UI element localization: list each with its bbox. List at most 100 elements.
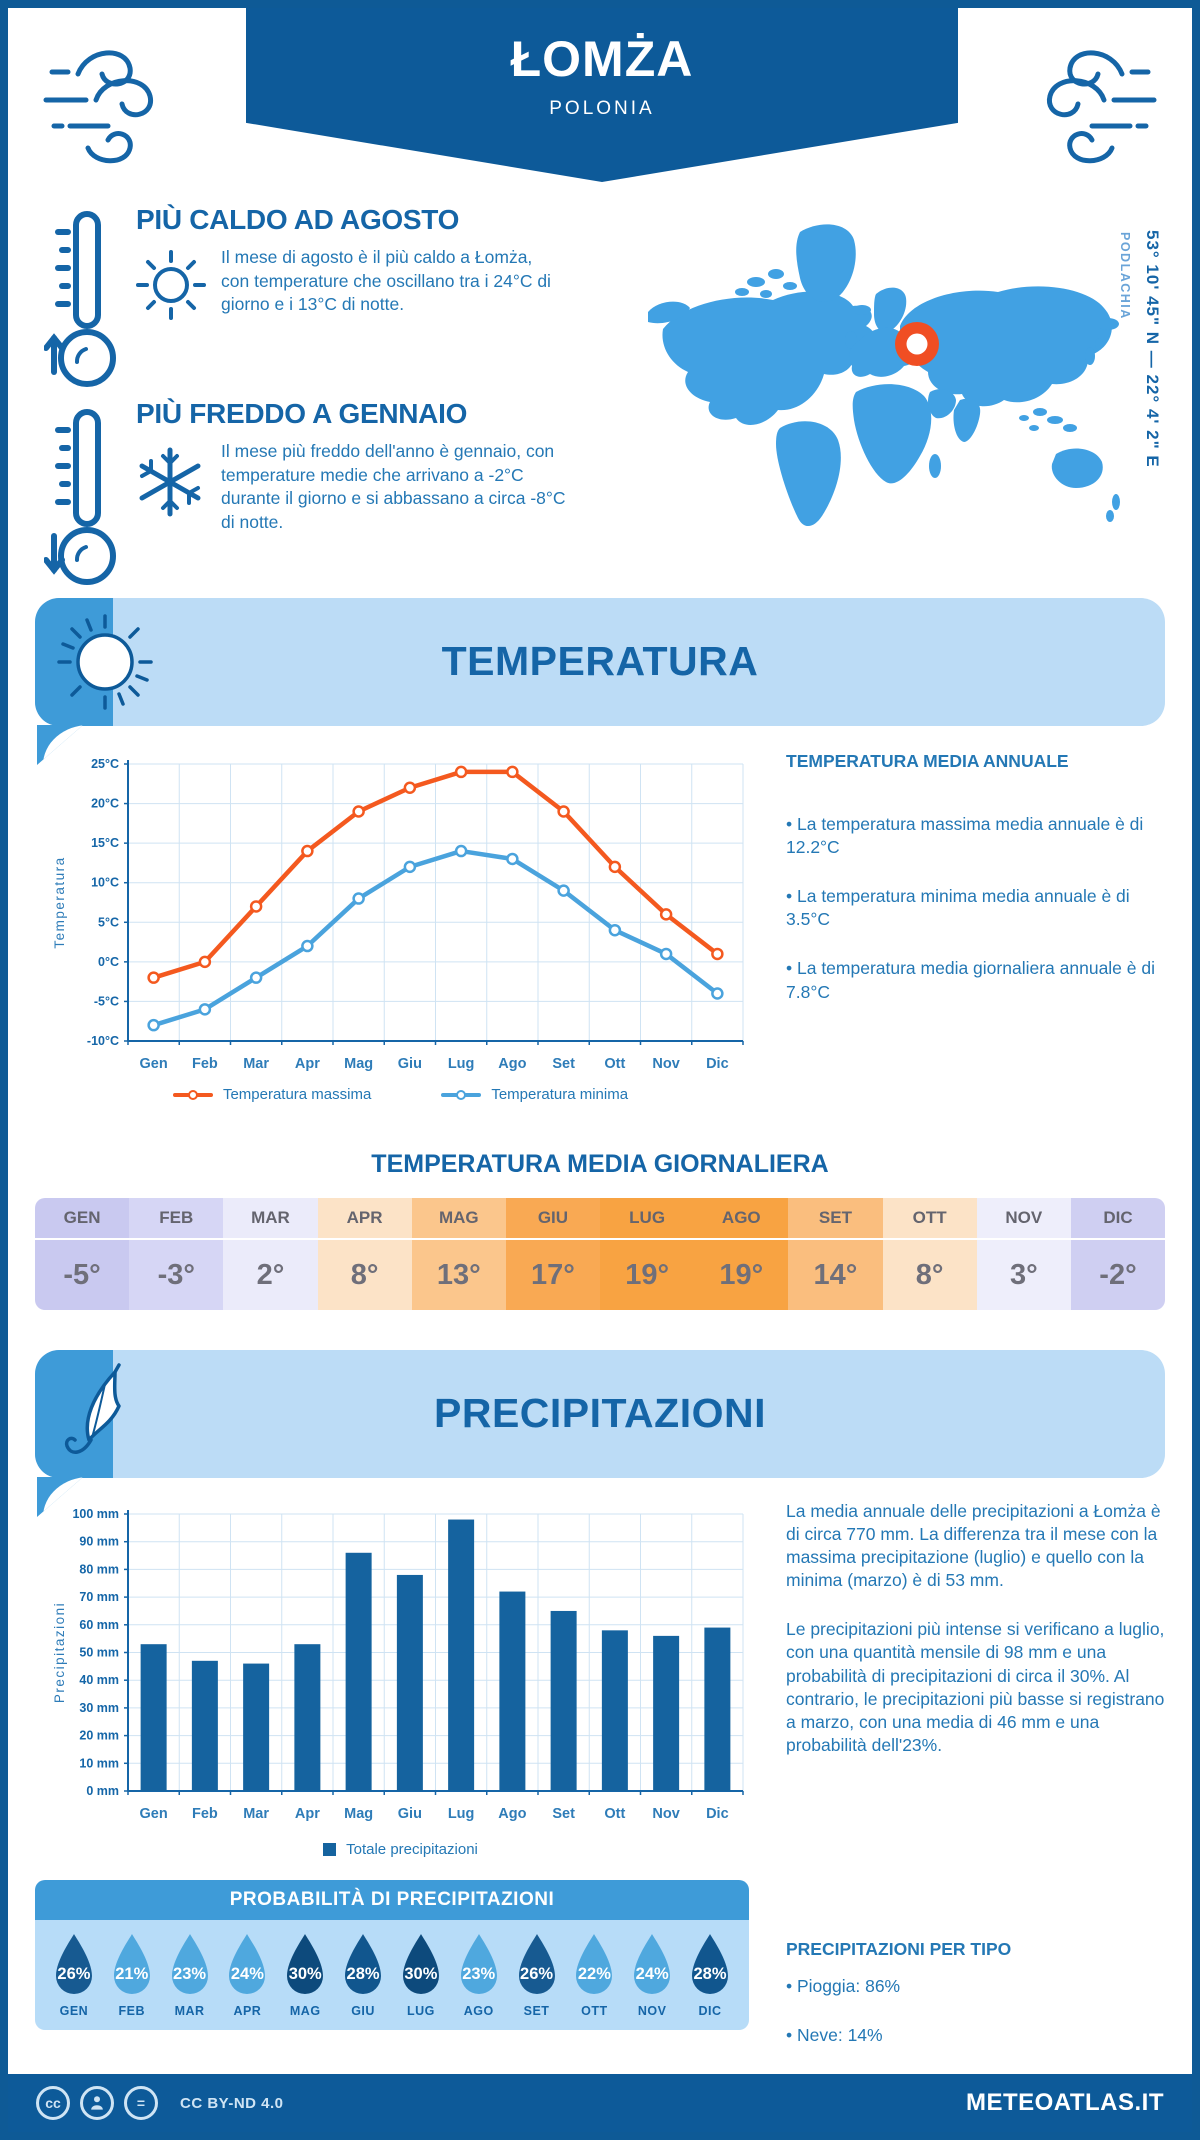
probability-value: 21% bbox=[115, 1965, 149, 1983]
daily-table-value: 19° bbox=[719, 1258, 764, 1291]
legend-label: Temperatura massima bbox=[222, 1086, 372, 1103]
raindrop-icon bbox=[171, 1934, 208, 1994]
precipitation-type-bullets: • Pioggia: 86% • Neve: 14% bbox=[786, 1975, 1178, 2047]
probability-value: 24% bbox=[230, 1965, 264, 1983]
precipitation-type-title: PRECIPITAZIONI PER TIPO bbox=[786, 1939, 1012, 1959]
daily-table-month: OTT bbox=[882, 1198, 977, 1240]
probability-month: FEB bbox=[118, 2004, 145, 2018]
daily-table-month: GEN bbox=[35, 1198, 130, 1240]
svg-text:10 mm: 10 mm bbox=[79, 1756, 119, 1770]
raindrop-icon bbox=[402, 1934, 439, 1994]
site-name[interactable]: METEOATLAS.IT bbox=[965, 2089, 1164, 2116]
daily-table-value: 13° bbox=[436, 1258, 481, 1291]
probability-month: SET bbox=[523, 2004, 550, 2018]
bar-legend-label: Totale precipitazioni bbox=[346, 1841, 478, 1858]
probability-month: NOV bbox=[637, 2004, 667, 2018]
highlight-warm-title: PIÙ CALDO AD AGOSTO bbox=[136, 204, 460, 235]
precipitation-paragraph-2: Le precipitazioni più intense si verific… bbox=[786, 1619, 1165, 1755]
precipitation-paragraph-1: La media annuale delle precipitazioni a … bbox=[786, 1501, 1161, 1591]
svg-text:Precipitazioni: Precipitazioni bbox=[52, 1602, 67, 1703]
svg-text:30 mm: 30 mm bbox=[79, 1701, 119, 1715]
svg-text:Lug: Lug bbox=[448, 1056, 475, 1072]
daily-table-value: 19° bbox=[625, 1258, 670, 1291]
raindrop-icon bbox=[634, 1934, 671, 1994]
precipitation-text-panel: La media annuale delle precipitazioni a … bbox=[786, 1500, 1178, 1783]
legend-line-swatch bbox=[441, 1089, 482, 1100]
daily-table-column: MAG 13° bbox=[411, 1198, 506, 1310]
probability-droplet-item: 22% OTT bbox=[565, 1932, 623, 2018]
svg-text:Dic: Dic bbox=[706, 1056, 729, 1072]
header-banner: ŁOMŻA POLONIA bbox=[246, 8, 958, 182]
svg-text:Temperatura: Temperatura bbox=[52, 856, 67, 948]
annual-temperature-title: TEMPERATURA MEDIA ANNUALE bbox=[786, 751, 1069, 771]
daily-table-column: MAR 2° bbox=[223, 1198, 318, 1310]
temperature-section-title: TEMPERATURA bbox=[441, 638, 759, 684]
probability-month: OTT bbox=[581, 2004, 608, 2018]
precipitation-bar-chart: 0 mm 10 mm 20 mm 30 mm 40 mm 50 mm 60 mm 70 mm 8… bbox=[52, 1507, 744, 1822]
snowflake-icon bbox=[139, 447, 201, 517]
highlight-cold-title: PIÙ FREDDO A GENNAIO bbox=[136, 398, 468, 429]
probability-droplets: 26% GEN 21% FEB 23% MAR 24% APR 30% MAG 28% GIU 30% L… bbox=[35, 1920, 749, 2030]
daily-table-column: LUG 19° bbox=[600, 1198, 695, 1310]
legend-label: Temperatura minima bbox=[491, 1086, 629, 1103]
daily-table-column: GEN -5° bbox=[35, 1198, 130, 1310]
precipitation-type-panel: PRECIPITAZIONI PER TIPO • Pioggia: 86% • … bbox=[786, 1938, 1178, 2073]
svg-text:20 mm: 20 mm bbox=[79, 1729, 119, 1743]
daily-table-value: 3° bbox=[1009, 1258, 1038, 1291]
daily-table-title: TEMPERATURA MEDIA GIORNALIERA bbox=[371, 1150, 829, 1178]
daily-table-month: MAR bbox=[223, 1198, 318, 1240]
probability-month: LUG bbox=[406, 2004, 435, 2018]
daily-temperature-table: GEN -5° FEB -3° MAR 2° APR 8° MAG 13° GIU 17° LUG 19°… bbox=[35, 1198, 1165, 1310]
daily-table-value: -3° bbox=[157, 1258, 195, 1291]
daily-table-value: 14° bbox=[813, 1258, 858, 1291]
svg-text:Mar: Mar bbox=[243, 1056, 269, 1072]
svg-text:Mar: Mar bbox=[243, 1806, 269, 1822]
highlight-warm-text: Il mese di agosto è il più caldo a Łomża… bbox=[221, 247, 551, 315]
svg-text:Lug: Lug bbox=[448, 1806, 475, 1822]
probability-value: 23% bbox=[173, 1965, 207, 1983]
daily-table-column: DIC -2° bbox=[1070, 1198, 1165, 1310]
daily-table-column: GIU 17° bbox=[505, 1198, 601, 1310]
wind-icon bbox=[1047, 50, 1157, 164]
probability-droplet-item: 24% NOV bbox=[623, 1932, 681, 2018]
probability-month: MAR bbox=[174, 2004, 205, 2018]
svg-text:Feb: Feb bbox=[192, 1806, 218, 1822]
daily-table-column: SET 14° bbox=[788, 1198, 883, 1310]
legend-line-swatch bbox=[172, 1089, 213, 1100]
probability-droplet-item: 21% FEB bbox=[103, 1932, 161, 2018]
probability-droplet-item: 26% GEN bbox=[45, 1932, 103, 2018]
svg-text:25°C: 25°C bbox=[91, 757, 119, 771]
svg-text:0 mm: 0 mm bbox=[86, 1784, 119, 1798]
raindrop-icon bbox=[518, 1934, 555, 1994]
world-map bbox=[648, 224, 1120, 527]
temperature-chart-legend: Temperatura massima Temperatura minima bbox=[48, 1086, 753, 1103]
sun-banner-icon bbox=[57, 614, 153, 710]
daily-table-column: FEB -3° bbox=[129, 1198, 224, 1310]
svg-text:Apr: Apr bbox=[295, 1056, 320, 1072]
svg-text:Giu: Giu bbox=[398, 1806, 422, 1822]
probability-month: DIC bbox=[698, 2004, 722, 2018]
svg-text:Set: Set bbox=[552, 1806, 575, 1822]
thermometer-up-icon bbox=[44, 211, 116, 387]
location-marker bbox=[895, 322, 939, 366]
daily-table-month: LUG bbox=[600, 1198, 695, 1240]
precipitation-section-title: PRECIPITAZIONI bbox=[434, 1390, 766, 1436]
daily-table-column: AGO 19° bbox=[694, 1198, 789, 1310]
footer: cc = CC BY-ND 4.0 METEOATLAS.IT bbox=[8, 2074, 1192, 2132]
daily-table-value: -5° bbox=[63, 1258, 101, 1291]
svg-text:-5°C: -5°C bbox=[94, 994, 119, 1008]
svg-text:Ago: Ago bbox=[498, 1056, 526, 1072]
daily-table-month: GIU bbox=[505, 1198, 601, 1240]
license-badge[interactable]: cc = CC BY-ND 4.0 bbox=[36, 2086, 284, 2120]
attribution-person-icon bbox=[80, 2086, 114, 2120]
svg-text:15°C: 15°C bbox=[91, 836, 119, 850]
license-label: CC BY-ND 4.0 bbox=[180, 2094, 284, 2112]
probability-value: 30% bbox=[288, 1965, 322, 1983]
probability-title: PROBABILITÀ DI PRECIPITAZIONI bbox=[35, 1880, 749, 1920]
daily-table-month: DIC bbox=[1070, 1198, 1165, 1240]
svg-text:90 mm: 90 mm bbox=[79, 1535, 119, 1549]
probability-month: MAG bbox=[289, 2004, 321, 2018]
daily-table-month: NOV bbox=[976, 1198, 1071, 1240]
svg-text:Dic: Dic bbox=[706, 1806, 729, 1822]
